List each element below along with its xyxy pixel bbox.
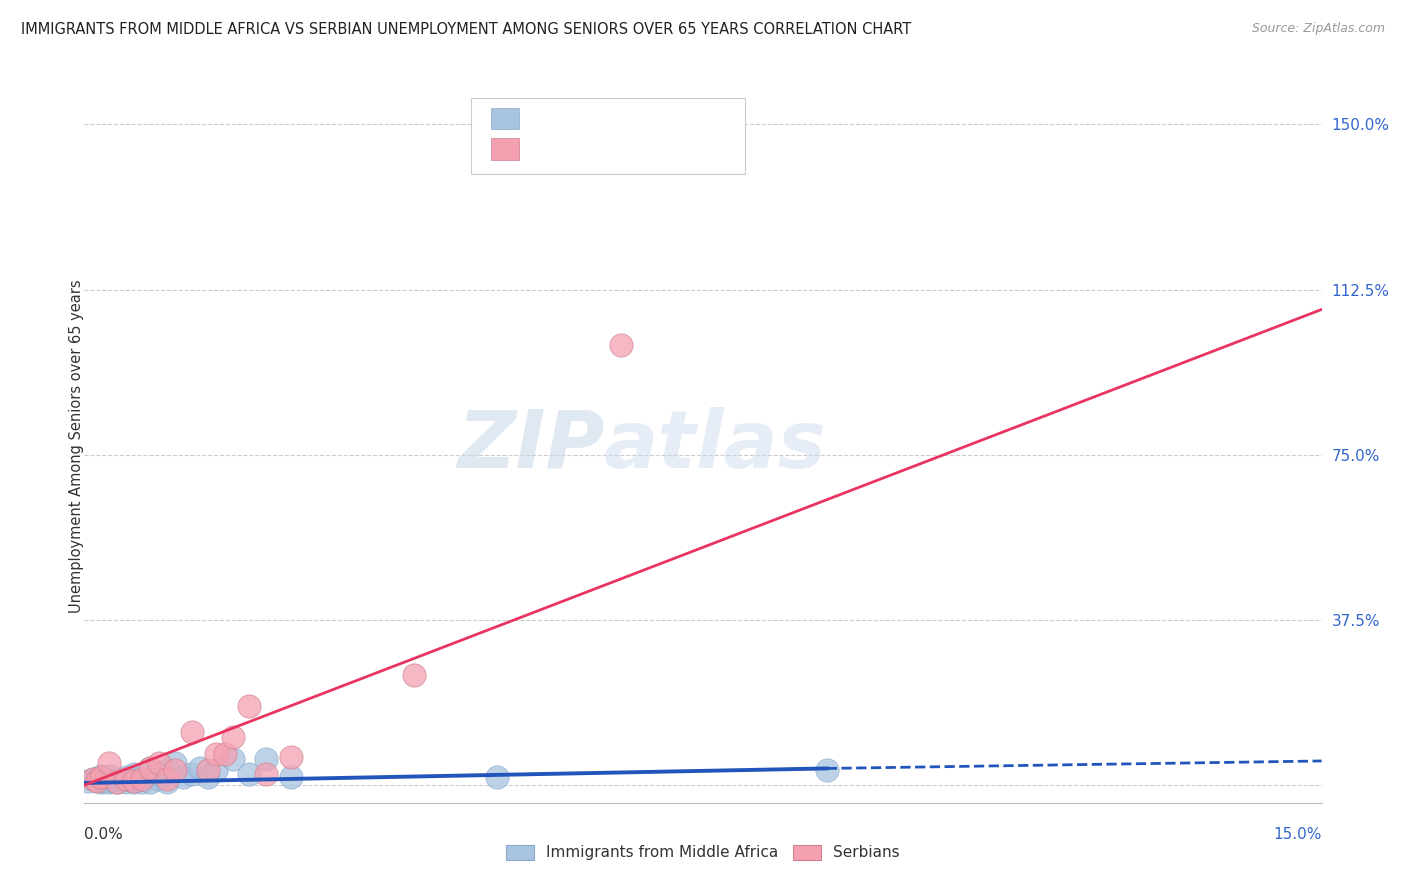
Point xyxy=(404,668,426,682)
Point xyxy=(180,767,202,781)
Point xyxy=(165,756,187,771)
Point xyxy=(238,767,260,781)
Point xyxy=(82,772,104,786)
Point xyxy=(156,774,179,789)
Point xyxy=(222,752,245,766)
Point xyxy=(197,770,219,784)
Point xyxy=(131,770,153,784)
Point xyxy=(197,763,219,777)
Point xyxy=(131,772,153,786)
Text: 15.0%: 15.0% xyxy=(1274,827,1322,842)
Point xyxy=(139,774,162,789)
Point xyxy=(188,760,211,774)
Point xyxy=(114,774,136,789)
Text: 36: 36 xyxy=(661,112,682,126)
Point xyxy=(222,730,245,744)
Point xyxy=(103,773,125,788)
Point xyxy=(90,769,112,783)
Text: atlas: atlas xyxy=(605,407,827,485)
Point xyxy=(165,763,187,777)
Point xyxy=(105,774,128,789)
Text: 25: 25 xyxy=(661,142,682,156)
Text: 0.706: 0.706 xyxy=(574,142,621,156)
Point xyxy=(77,773,100,788)
Point xyxy=(98,774,121,789)
Point xyxy=(254,752,277,766)
Point xyxy=(122,774,145,789)
Point xyxy=(172,770,194,784)
Point xyxy=(105,774,128,789)
Point xyxy=(148,756,170,771)
Point xyxy=(90,770,112,784)
Text: 0.0%: 0.0% xyxy=(84,827,124,842)
Point xyxy=(280,770,302,784)
Point xyxy=(214,747,236,762)
Text: ZIP: ZIP xyxy=(457,407,605,485)
Point xyxy=(485,770,508,784)
Y-axis label: Unemployment Among Seniors over 65 years: Unemployment Among Seniors over 65 years xyxy=(69,279,83,613)
Point xyxy=(86,773,108,788)
Point xyxy=(105,772,128,786)
Point xyxy=(94,773,117,788)
Point xyxy=(205,763,228,777)
Point xyxy=(122,772,145,786)
Point xyxy=(609,337,631,351)
Point xyxy=(98,756,121,771)
Point xyxy=(280,749,302,764)
Text: R =: R = xyxy=(527,112,565,126)
Legend: Immigrants from Middle Africa, Serbians: Immigrants from Middle Africa, Serbians xyxy=(501,838,905,866)
Text: N =: N = xyxy=(623,142,666,156)
Point xyxy=(180,725,202,739)
Text: N =: N = xyxy=(623,112,666,126)
Point xyxy=(82,772,104,786)
Point xyxy=(86,773,108,788)
Point xyxy=(122,773,145,788)
Point xyxy=(131,774,153,789)
Text: 0.218: 0.218 xyxy=(574,112,621,126)
Text: Source: ZipAtlas.com: Source: ZipAtlas.com xyxy=(1251,22,1385,36)
Point xyxy=(98,769,121,783)
Point xyxy=(254,767,277,781)
Point xyxy=(156,772,179,786)
Point xyxy=(148,767,170,781)
Point xyxy=(815,763,838,777)
Point xyxy=(90,774,112,789)
Point xyxy=(139,760,162,774)
Point xyxy=(156,763,179,777)
Point xyxy=(139,760,162,774)
Text: IMMIGRANTS FROM MIDDLE AFRICA VS SERBIAN UNEMPLOYMENT AMONG SENIORS OVER 65 YEAR: IMMIGRANTS FROM MIDDLE AFRICA VS SERBIAN… xyxy=(21,22,911,37)
Text: R =: R = xyxy=(527,142,561,156)
Point xyxy=(205,747,228,762)
Point xyxy=(114,770,136,784)
Point xyxy=(148,772,170,786)
Point xyxy=(238,698,260,713)
Point xyxy=(122,767,145,781)
Point xyxy=(114,772,136,786)
